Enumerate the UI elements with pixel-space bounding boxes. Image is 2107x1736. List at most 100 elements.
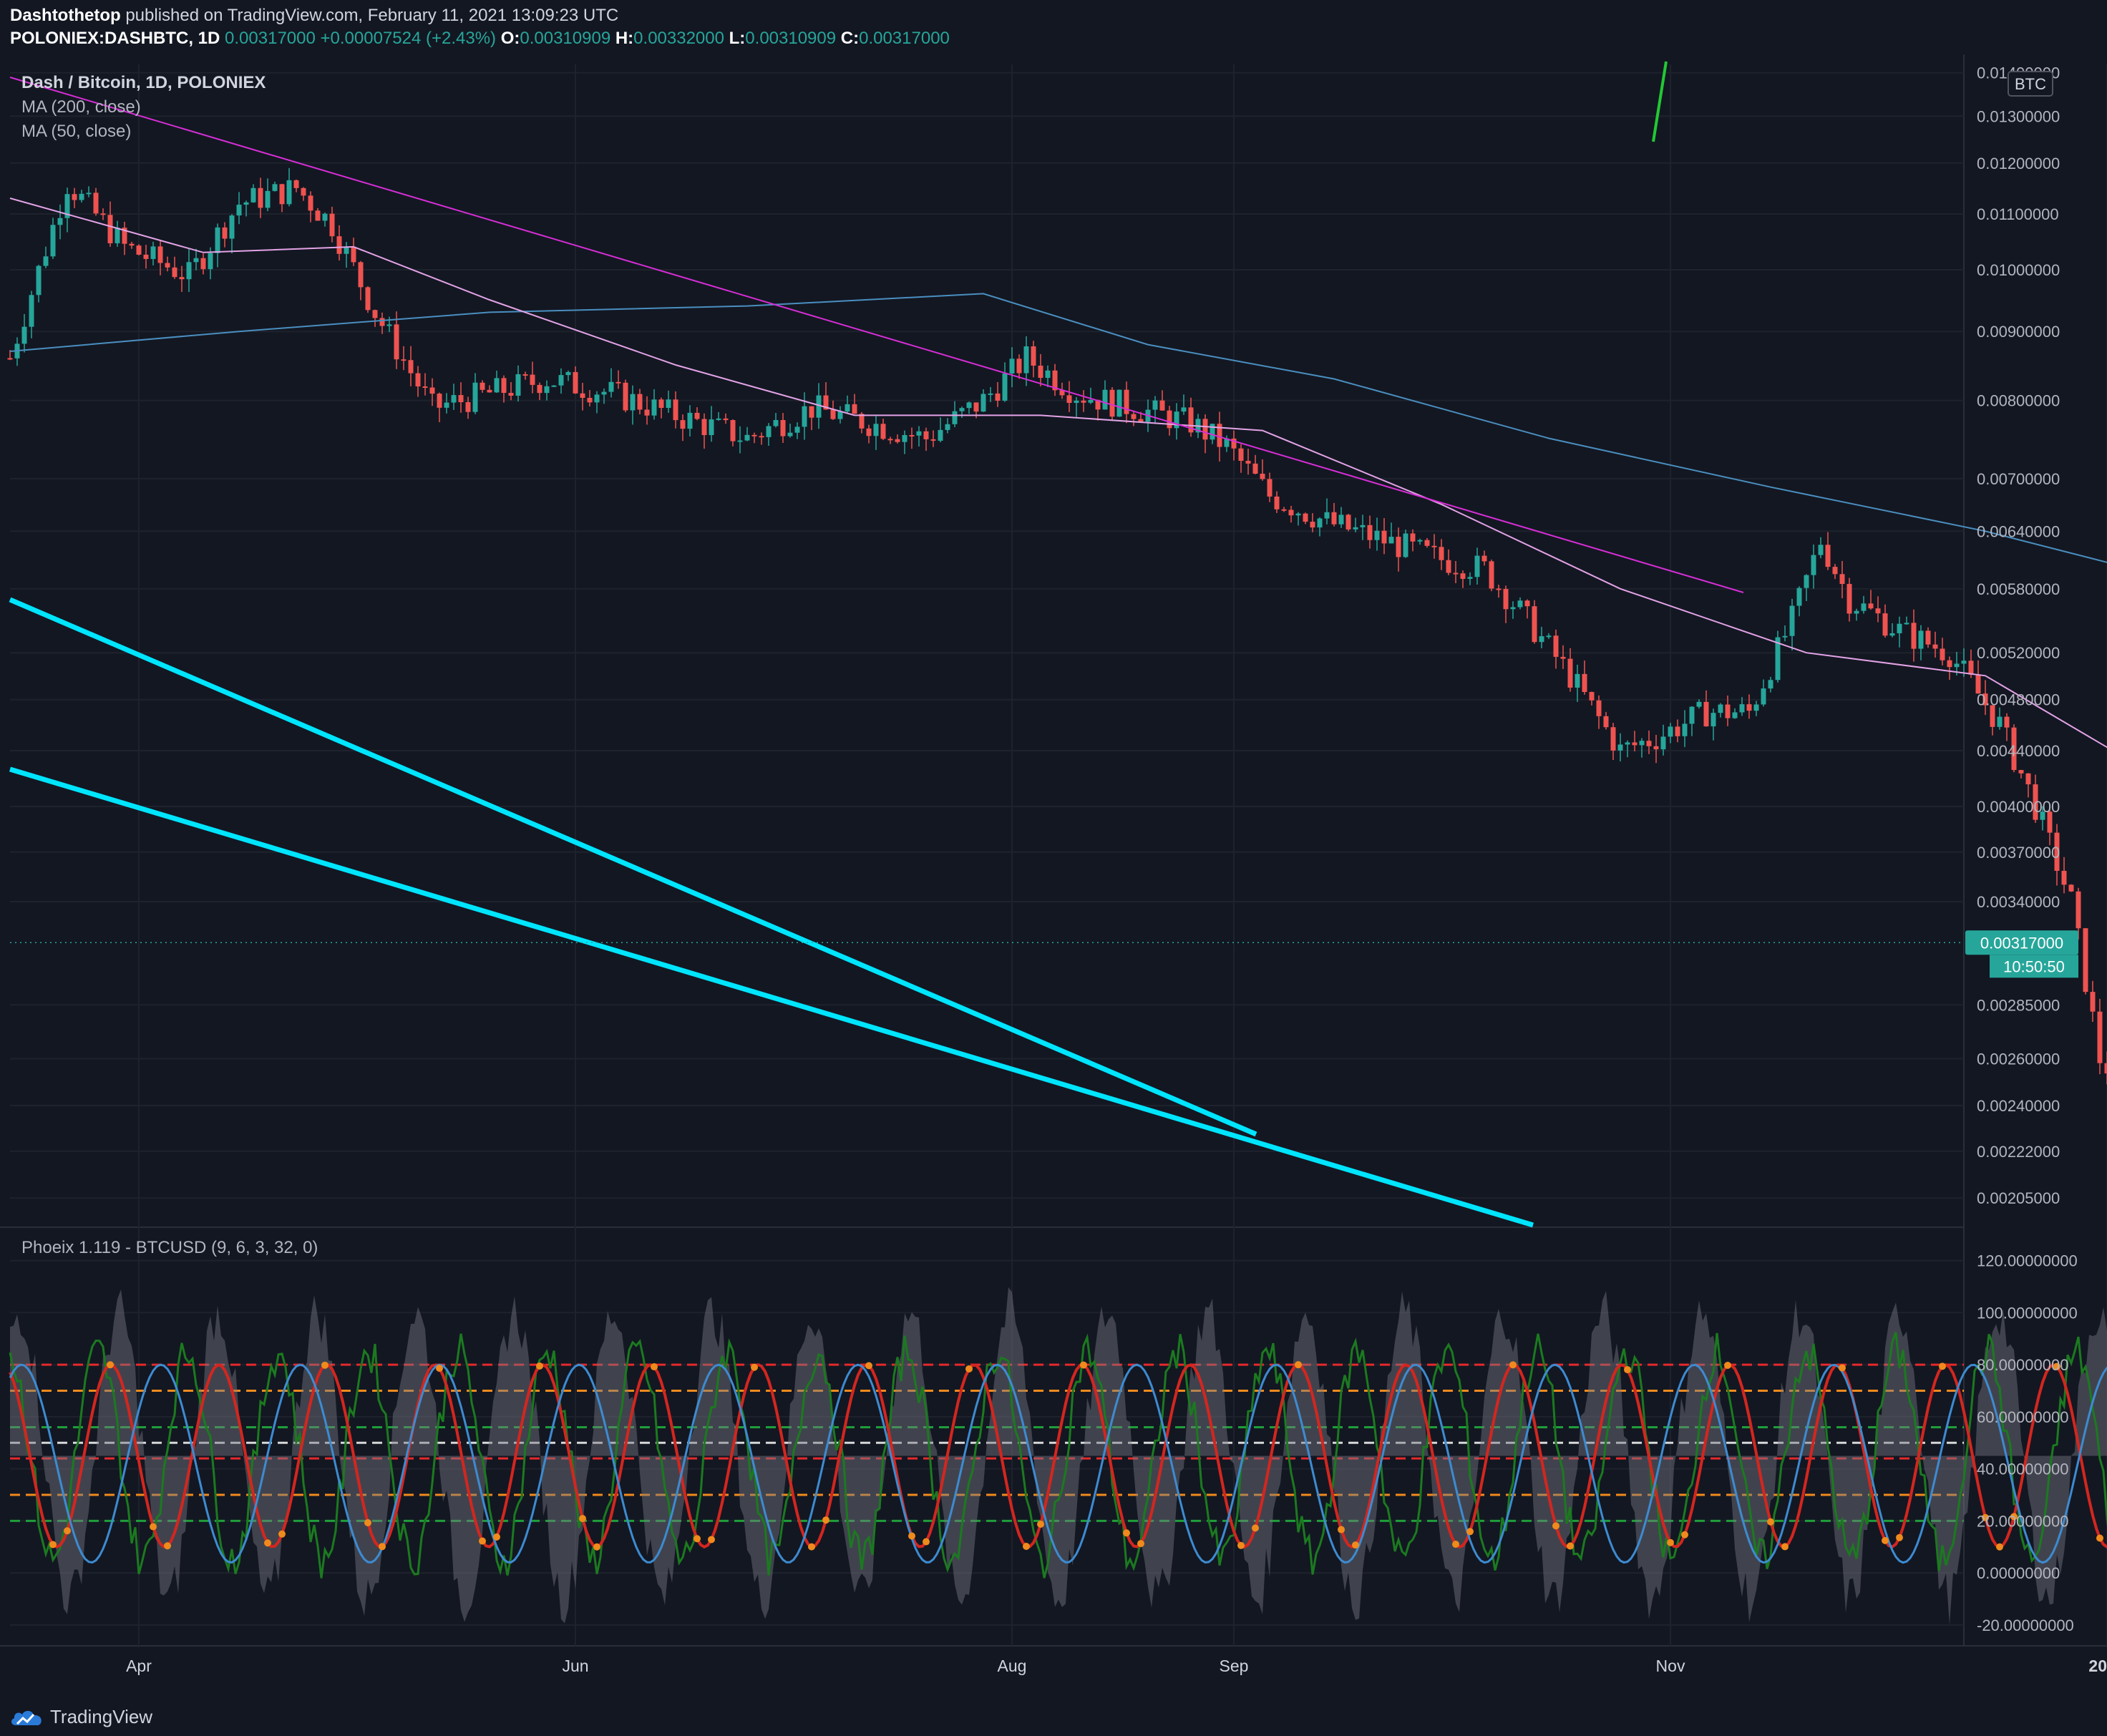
candle-body[interactable]: [193, 258, 199, 263]
candle-body[interactable]: [1295, 513, 1301, 516]
candle-body[interactable]: [608, 381, 614, 392]
candle-body[interactable]: [386, 324, 392, 326]
candle-body[interactable]: [315, 210, 321, 221]
candle-body[interactable]: [1331, 512, 1337, 525]
candle-body[interactable]: [1789, 605, 1795, 636]
candle-body[interactable]: [1245, 461, 1251, 464]
candle-body[interactable]: [1074, 400, 1079, 404]
candle-body[interactable]: [1317, 518, 1323, 528]
candle-body[interactable]: [845, 404, 850, 412]
candle-body[interactable]: [651, 399, 657, 416]
candle-body[interactable]: [887, 439, 893, 441]
candle-body[interactable]: [1718, 704, 1723, 713]
candle-body[interactable]: [1460, 573, 1466, 579]
candle-body[interactable]: [988, 393, 993, 395]
candle-body[interactable]: [923, 431, 929, 439]
candle-body[interactable]: [2090, 992, 2096, 1012]
candle-body[interactable]: [1711, 713, 1716, 727]
candle-body[interactable]: [215, 227, 220, 253]
candle-body[interactable]: [57, 218, 63, 225]
candle-body[interactable]: [1768, 680, 1773, 689]
candle-body[interactable]: [100, 213, 106, 215]
candle-body[interactable]: [1474, 555, 1480, 577]
candle-body[interactable]: [372, 310, 378, 318]
resistance-trendline[interactable]: [9, 77, 1744, 593]
candle-body[interactable]: [1925, 630, 1931, 645]
candle-body[interactable]: [1546, 635, 1552, 638]
candle-body[interactable]: [787, 432, 793, 437]
ma200-line[interactable]: [9, 293, 2107, 620]
candle-body[interactable]: [1045, 370, 1051, 379]
candle-body[interactable]: [301, 187, 306, 196]
candle-body[interactable]: [1675, 726, 1680, 736]
candle-body[interactable]: [50, 225, 56, 257]
candle-body[interactable]: [1174, 411, 1179, 429]
candle-body[interactable]: [1582, 673, 1587, 693]
candle-body[interactable]: [2047, 811, 2053, 833]
candle-body[interactable]: [1231, 438, 1237, 449]
candle-body[interactable]: [437, 394, 442, 408]
candle-body[interactable]: [995, 393, 1001, 401]
candle-body[interactable]: [1109, 389, 1115, 417]
candle-body[interactable]: [336, 236, 342, 254]
candle-body[interactable]: [1753, 704, 1759, 711]
candle-body[interactable]: [1367, 525, 1373, 540]
candle-body[interactable]: [351, 247, 356, 263]
candle-body[interactable]: [2076, 891, 2081, 929]
candle-body[interactable]: [980, 394, 986, 412]
candle-body[interactable]: [551, 385, 557, 387]
candle-body[interactable]: [2025, 773, 2031, 785]
candle-body[interactable]: [1353, 527, 1358, 530]
candle-body[interactable]: [86, 192, 92, 195]
publisher-name[interactable]: Dashtothetop: [10, 6, 121, 25]
candle-body[interactable]: [895, 439, 900, 442]
ma200-legend[interactable]: MA (200, close): [21, 97, 141, 117]
candle-body[interactable]: [1818, 545, 1824, 555]
candle-body[interactable]: [1746, 704, 1752, 711]
candle-body[interactable]: [129, 243, 135, 246]
candle-body[interactable]: [1653, 746, 1659, 750]
candle-body[interactable]: [544, 386, 550, 394]
candle-body[interactable]: [1854, 610, 1859, 614]
candle-body[interactable]: [637, 394, 643, 410]
candle-body[interactable]: [1346, 515, 1351, 530]
candle-body[interactable]: [730, 420, 736, 442]
candle-body[interactable]: [1374, 530, 1380, 540]
candle-body[interactable]: [2054, 832, 2060, 871]
candle-body[interactable]: [286, 180, 292, 205]
candle-body[interactable]: [1982, 693, 1988, 706]
candle-body[interactable]: [415, 373, 421, 387]
candle-body[interactable]: [1260, 473, 1265, 479]
candle-body[interactable]: [687, 412, 693, 429]
candle-body[interactable]: [2033, 784, 2038, 820]
candle-body[interactable]: [2018, 770, 2024, 774]
oscillator-blue-line[interactable]: [9, 1363, 2107, 1564]
candle-body[interactable]: [680, 420, 686, 429]
candle-body[interactable]: [1639, 741, 1645, 746]
candle-body[interactable]: [959, 408, 965, 411]
candle-body[interactable]: [701, 419, 707, 436]
candle-body[interactable]: [1281, 509, 1287, 511]
candle-body[interactable]: [966, 402, 972, 409]
candle-body[interactable]: [43, 256, 49, 266]
candle-body[interactable]: [1059, 390, 1065, 396]
candle-body[interactable]: [615, 381, 621, 384]
candle-body[interactable]: [973, 402, 979, 412]
candle-body[interactable]: [143, 254, 149, 259]
candle-body[interactable]: [666, 399, 671, 409]
candle-body[interactable]: [816, 395, 822, 418]
candle-body[interactable]: [236, 205, 242, 216]
symbol-name[interactable]: POLONIEX:DASHBTC, 1D: [10, 29, 220, 48]
candle-body[interactable]: [945, 424, 950, 430]
chart-canvas[interactable]: 0.014000000.013000000.012000000.01100000…: [0, 54, 2107, 1694]
candle-body[interactable]: [1567, 658, 1573, 688]
candle-body[interactable]: [1388, 537, 1394, 544]
candle-body[interactable]: [1224, 438, 1230, 447]
candle-body[interactable]: [1775, 637, 1781, 681]
candle-body[interactable]: [1532, 606, 1537, 643]
candle-body[interactable]: [1102, 389, 1108, 410]
candle-body[interactable]: [938, 429, 943, 441]
candle-body[interactable]: [279, 184, 285, 205]
ma50-line[interactable]: [9, 198, 2107, 919]
candle-body[interactable]: [1911, 623, 1917, 649]
